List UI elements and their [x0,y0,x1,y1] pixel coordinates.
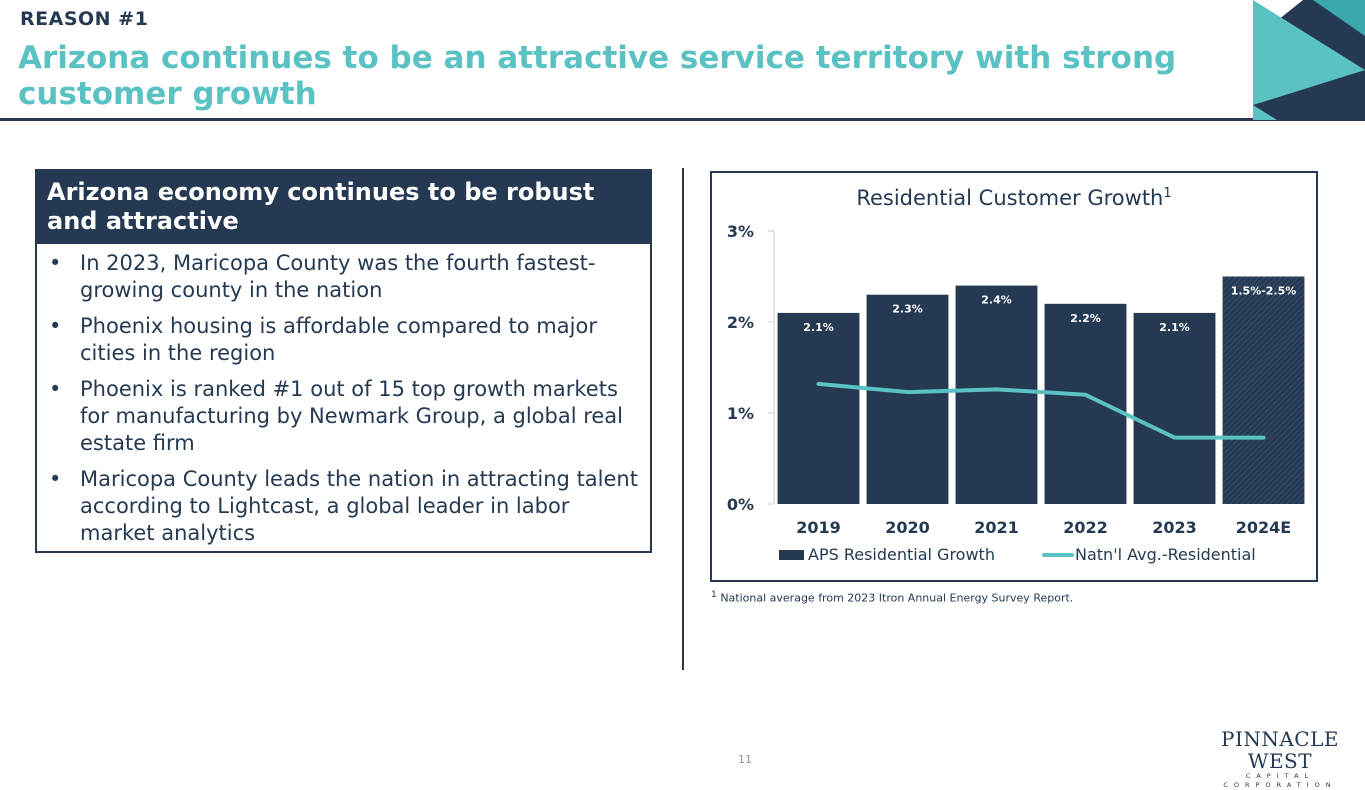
bullet-dot-icon: • [49,377,62,401]
national-average-line [816,381,1266,440]
section-label: REASON #1 [20,8,149,30]
corner-decoration [1253,0,1365,120]
bar-data-label: 2.4% [981,294,1012,307]
economy-panel: Arizona economy continues to be robust a… [35,169,652,553]
chart-plot: 0% 1% 2% 3% 2.1% 2019 2.3% 2020 2.4% 2021 2.2% 2022… [727,222,1305,564]
chart-title: Residential Customer Growth1 [712,186,1316,210]
bullet-text: Maricopa County leads the nation in attr… [80,467,638,545]
y-tick-label: 0% [727,495,754,514]
x-tick-label: 2021 [974,518,1019,537]
y-tick-label: 2% [727,313,754,332]
bar-data-label: 2.2% [1070,312,1101,325]
bullet-dot-icon: • [49,314,62,338]
y-tick-label: 1% [727,404,754,423]
page-title: Arizona continues to be an attractive se… [18,40,1177,112]
bullet-item: • Phoenix housing is affordable compared … [49,313,640,367]
bullet-item: • Phoenix is ranked #1 out of 15 top grow… [49,376,640,457]
legend-label-aps: APS Residential Growth [808,545,995,564]
economy-bullet-list: • In 2023, Maricopa County was the fourth… [37,244,650,547]
bar-data-label: 2.1% [803,321,834,334]
legend-swatch-aps [779,550,804,560]
footnote-marker: 1 [711,589,717,600]
footnote-text: National average from 2023 Itron Annual … [720,591,1074,605]
bullet-text: Phoenix is ranked #1 out of 15 top growt… [80,377,624,455]
bullet-item: • Maricopa County leads the nation in att… [49,466,640,547]
x-tick-label: 2020 [885,518,930,537]
bullet-text: Phoenix housing is affordable compared t… [80,314,597,365]
logo-name: PINNACLE WEST [1221,727,1339,773]
bar-2023 [1133,312,1216,504]
bullet-text: In 2023, Maricopa County was the fourth … [80,251,596,302]
x-tick-label: 2023 [1152,518,1197,537]
bar-2024E [1222,276,1305,504]
company-logo: PINNACLE WEST CAPITAL CORPORATION [1205,728,1355,790]
y-tick-label: 3% [727,222,754,241]
x-tick-label: 2022 [1063,518,1108,537]
bar-data-label: 1.5%-2.5% [1231,285,1297,298]
page-number: 11 [738,753,752,766]
bar-data-label: 2.3% [892,303,923,316]
x-tick-label: 2024E [1236,518,1291,537]
legend-label-national: Natn'l Avg.-Residential [1075,545,1256,564]
bar-2021 [955,285,1038,504]
title-divider [0,118,1365,121]
bullet-item: • In 2023, Maricopa County was the fourth… [49,250,640,304]
residential-growth-chart: Residential Customer Growth1 0% 1% 2% 3% 2.1… [710,171,1318,582]
chart-title-text: Residential Customer Growth [856,186,1164,210]
bullet-dot-icon: • [49,251,62,275]
bar-2019 [777,312,860,504]
logo-subtitle: CAPITAL CORPORATION [1223,772,1337,789]
x-tick-label: 2019 [796,518,841,537]
vertical-divider [682,168,684,670]
economy-panel-heading: Arizona economy continues to be robust a… [37,171,650,244]
chart-title-footnote-marker: 1 [1163,186,1172,201]
bar-2020 [866,294,949,504]
bar-2022 [1044,303,1127,504]
bar-data-label: 2.1% [1159,321,1190,334]
chart-footnote: 1 National average from 2023 Itron Annua… [711,589,1073,605]
bullet-dot-icon: • [49,467,62,491]
